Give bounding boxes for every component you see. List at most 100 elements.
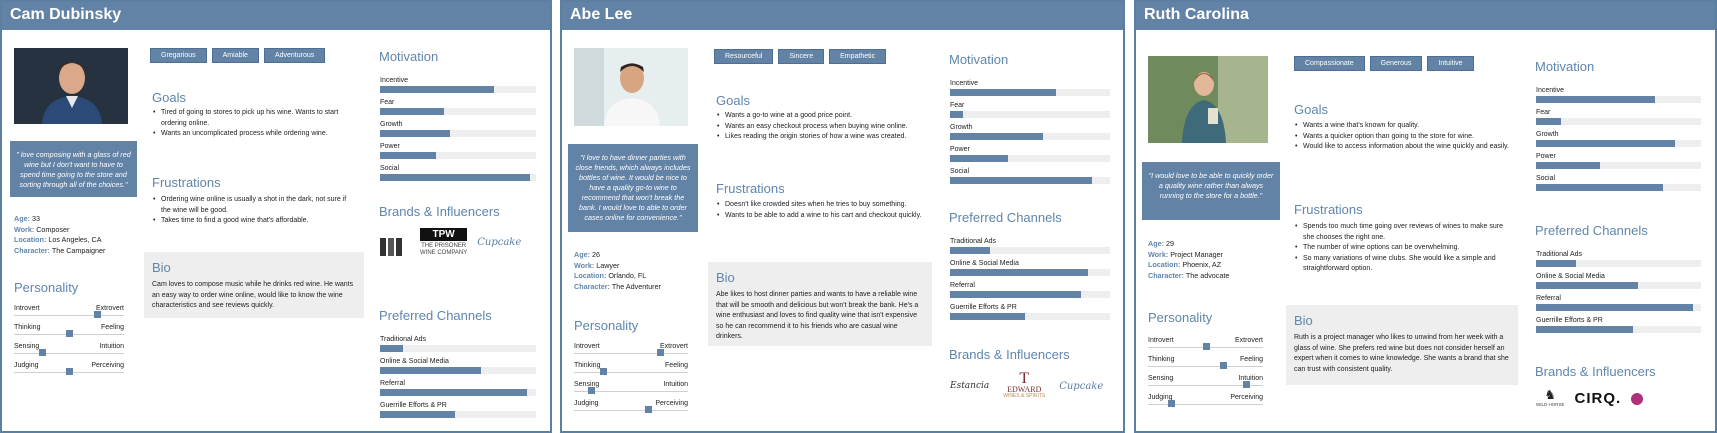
meter-fill — [1536, 162, 1601, 169]
motivation-meters: Incentive Fear Growth Power Social — [950, 79, 1110, 189]
trait-left: Introvert — [574, 343, 600, 350]
prisoner-logo: TPW THE PRISONER WINE COMPANY — [420, 228, 468, 257]
trait-knob — [66, 368, 73, 375]
trait-tags: Gregarious Amiable Adventurous — [150, 48, 326, 63]
persona-info: Age: 26 Work: Lawyer Location: Orlando, … — [574, 250, 699, 292]
channel-meter — [950, 291, 1110, 298]
bio-text: Cam loves to compose music while he drin… — [152, 281, 354, 309]
bio-title: Bio — [152, 260, 171, 275]
bio-text: Abe likes to host dinner parties and wan… — [716, 291, 919, 340]
wild-horse-logo: ♞ WILD HORSE — [1536, 388, 1565, 408]
trait-right: Intuition — [1238, 375, 1263, 382]
personality-traits: Introvert Extrovert Thinking Feeling Sensi… — [14, 304, 124, 380]
trait-left: Thinking — [574, 362, 601, 369]
motivation-title: Motivation — [949, 52, 1009, 67]
meter-label: Guerrille Efforts & PR — [950, 304, 1017, 311]
trait-tag: Compassionate — [1294, 56, 1365, 71]
work-value: Composer — [36, 224, 70, 234]
meter-label: Power — [950, 146, 970, 153]
cupcake-logo: Cupcake — [477, 237, 522, 248]
channels-title: Preferred Channels — [379, 308, 492, 323]
personality-title: Personality — [1148, 310, 1213, 325]
persona-name: Abe Lee — [562, 2, 1123, 30]
goal-item: Wants a go-to wine at a good price point… — [717, 111, 932, 122]
meter-fill — [380, 108, 444, 115]
motivation-meters: Incentive Fear Growth Power Social — [380, 76, 536, 186]
persona-info: Age: 33 Work: Composer Location: Los Ang… — [14, 214, 139, 256]
trait-tag: Gregarious — [150, 48, 207, 63]
personality-traits: Introvert Extrovert Thinking Feeling Sensi… — [574, 342, 688, 418]
meter-fill — [950, 89, 1056, 96]
persona-photo — [1148, 56, 1268, 143]
meter-fill — [380, 174, 530, 181]
work-value: Project Manager — [1170, 249, 1223, 259]
meter-label: Power — [1536, 153, 1556, 160]
prisoner-line1: THE PRISONER — [421, 243, 467, 249]
brand-logos: ♞ WILD HORSE CIRQ. — [1536, 388, 1644, 408]
meter-fill — [950, 111, 963, 118]
trait-row: Sensing Intuition — [14, 342, 124, 361]
work-label: Work: — [1148, 249, 1169, 259]
edward-mark: T — [1019, 370, 1030, 387]
goal-item: Tired of going to stores to pick up his … — [153, 108, 353, 129]
frustration-item: The number of wine options can be overwh… — [1295, 243, 1510, 254]
meter-label: Fear — [1536, 109, 1551, 116]
trait-row: Introvert Extrovert — [1148, 336, 1263, 355]
trait-left: Judging — [574, 400, 599, 407]
portrait-photo-icon — [574, 48, 688, 126]
brands-title: Brands & Influencers — [379, 204, 500, 219]
frustration-item: Doesn't like crowded sites when he tries… — [717, 200, 927, 211]
personality-traits: Introvert Extrovert Thinking Feeling Sensi… — [1148, 336, 1263, 412]
age-label: Age: — [574, 250, 590, 259]
motivation-meters: Incentive Fear Growth Power Social — [1536, 86, 1701, 196]
bio-text: Ruth is a project manager who likes to u… — [1294, 334, 1509, 373]
meter-label: Traditional Ads — [950, 238, 997, 245]
frustrations-title: Frustrations — [152, 175, 221, 190]
channel-meter — [1536, 304, 1701, 311]
character-label: Character: — [14, 245, 50, 255]
channel-meters: Traditional Ads Online & Social Media Re… — [950, 237, 1110, 325]
work-value: Lawyer — [596, 260, 620, 270]
persona-quote: "I would love to be able to quickly orde… — [1142, 162, 1280, 220]
meter-fill — [380, 345, 404, 352]
location-value: Phoenix, AZ — [1182, 260, 1222, 269]
trait-tag: Amiable — [211, 48, 259, 63]
meter-fill — [1536, 260, 1576, 267]
channel-meter — [380, 389, 536, 396]
motivation-meter — [950, 111, 1110, 118]
trait-tag: Generous — [1369, 56, 1423, 71]
goals-list: Tired of going to stores to pick up his … — [153, 108, 353, 140]
trait-right: Extrovert — [659, 343, 688, 350]
trait-left: Judging — [1148, 394, 1173, 401]
frustration-item: Spends too much time going over reviews … — [1295, 222, 1510, 243]
persona-quote: "I love to have dinner parties with clos… — [568, 144, 698, 232]
bio-box: Bio Abe likes to host dinner parties and… — [708, 262, 932, 346]
meter-fill — [380, 411, 455, 418]
trait-right: Extrovert — [1234, 337, 1263, 344]
meter-label: Referral — [1536, 295, 1561, 302]
work-label: Work: — [14, 224, 35, 234]
meter-label: Incentive — [950, 80, 979, 87]
trait-left: Introvert — [14, 305, 40, 312]
trait-knob — [66, 330, 73, 337]
channel-meter — [380, 345, 536, 352]
trait-right: Intuition — [99, 343, 124, 350]
motivation-title: Motivation — [1535, 59, 1595, 74]
meter-label: Referral — [380, 380, 405, 387]
trait-tag: Resourceful — [714, 49, 774, 64]
meter-label: Online & Social Media — [380, 358, 449, 365]
frustrations-list: Ordering wine online is usually a shot i… — [153, 195, 353, 227]
trait-right: Perceiving — [655, 400, 688, 407]
bio-box: Bio Ruth is a project manager who likes … — [1286, 305, 1518, 385]
bio-title: Bio — [716, 270, 735, 285]
meter-label: Social — [1536, 175, 1556, 182]
trait-tag: Empathetic — [829, 49, 887, 64]
motivation-meter — [950, 89, 1110, 96]
brands-title: Brands & Influencers — [949, 347, 1070, 362]
bottle-logo-icon — [380, 230, 410, 256]
motivation-meter — [380, 86, 536, 93]
trait-left: Sensing — [574, 381, 600, 388]
trait-tag: Intuitive — [1427, 56, 1474, 71]
age-value: 33 — [31, 214, 40, 223]
